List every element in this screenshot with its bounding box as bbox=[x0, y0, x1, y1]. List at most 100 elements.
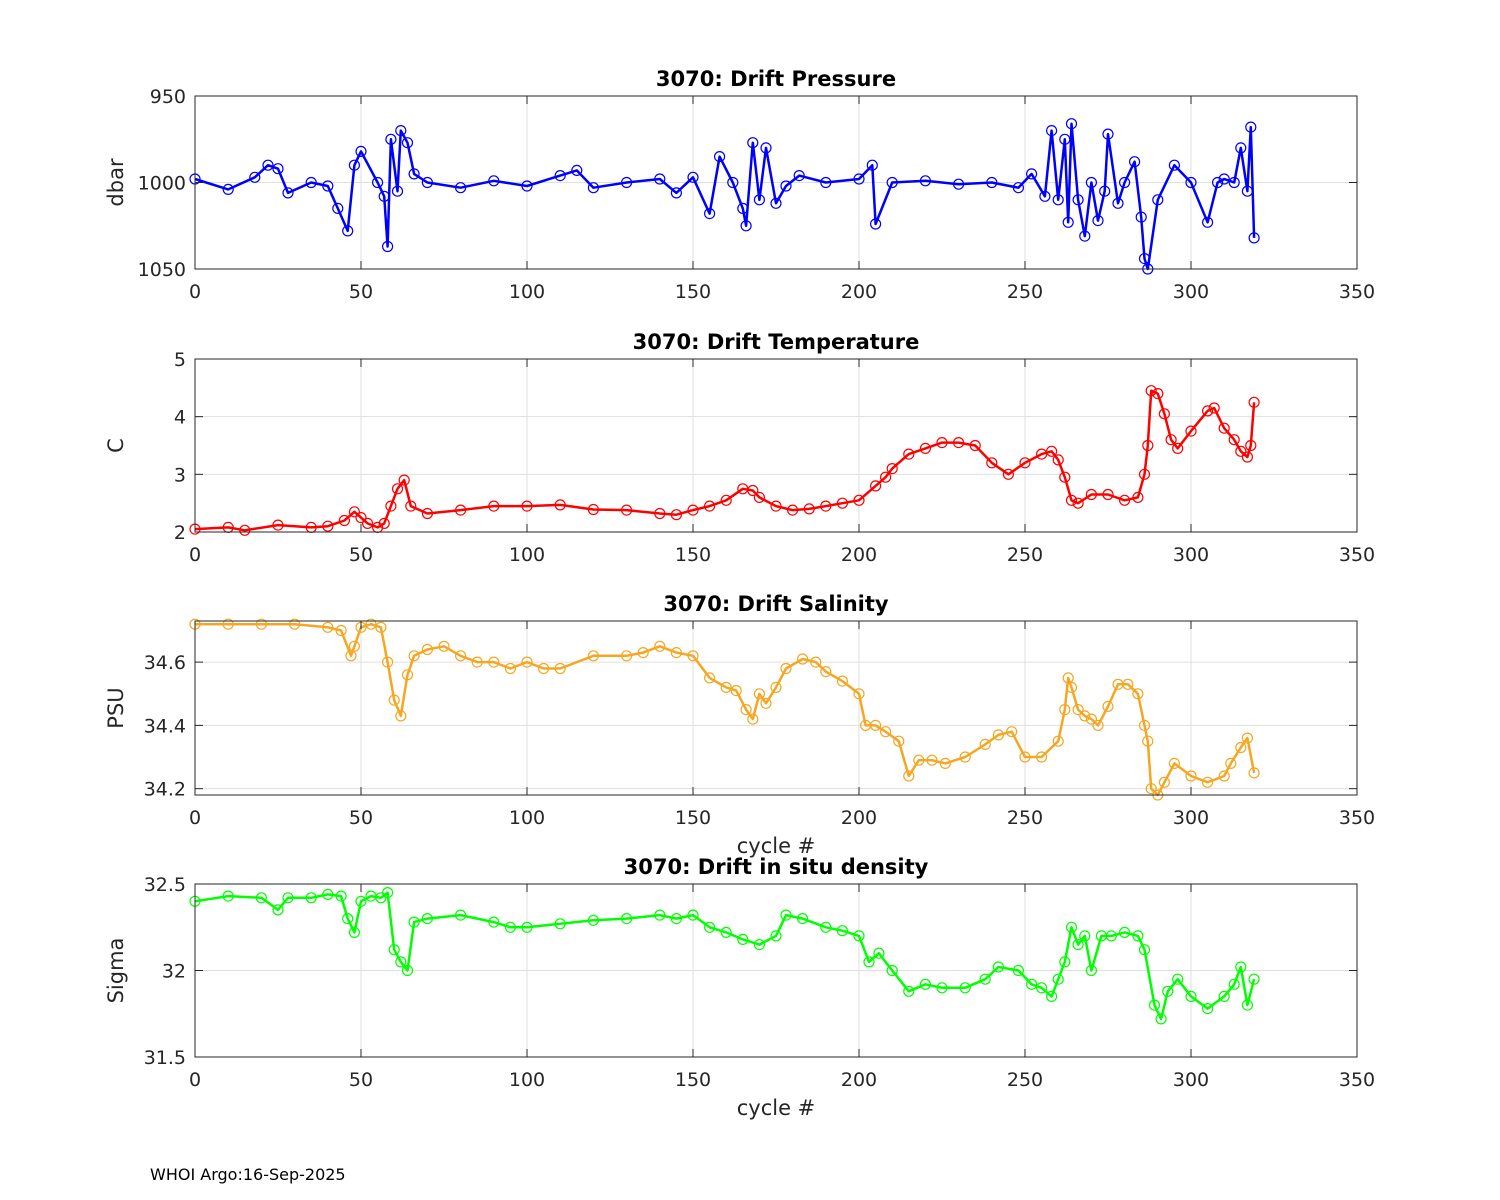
x-tick-label: 100 bbox=[509, 1069, 545, 1091]
data-point bbox=[262, 159, 274, 171]
data-point bbox=[1245, 439, 1257, 452]
data-point bbox=[720, 494, 732, 506]
data-point bbox=[1052, 735, 1064, 747]
data-point bbox=[388, 694, 400, 706]
data-point bbox=[401, 137, 414, 149]
data-point bbox=[737, 933, 749, 946]
data-point bbox=[362, 517, 374, 530]
data-point bbox=[395, 710, 407, 722]
data-point bbox=[1118, 494, 1131, 506]
data-point bbox=[1035, 448, 1048, 460]
data-point bbox=[335, 624, 347, 637]
data-point bbox=[747, 484, 759, 497]
data-point bbox=[1035, 982, 1048, 994]
data-point bbox=[1072, 194, 1084, 206]
y-tick-label: 4 bbox=[174, 407, 186, 429]
y-tick-label: 32 bbox=[162, 961, 186, 983]
x-tick-label: 50 bbox=[349, 281, 373, 303]
y-tick-label: 31.5 bbox=[144, 1047, 186, 1069]
data-point bbox=[654, 909, 666, 921]
data-point bbox=[796, 912, 809, 925]
chart-panel-3: 0 50 100 150 200 250 300 350 34.2 34.4 34.6 3070: D… bbox=[104, 592, 1375, 858]
data-point bbox=[820, 921, 832, 933]
data-point bbox=[770, 500, 782, 512]
data-point bbox=[620, 176, 633, 189]
data-point bbox=[654, 640, 666, 652]
x-tick-label: 150 bbox=[675, 807, 711, 829]
data-point bbox=[886, 463, 898, 475]
x-tick-label: 150 bbox=[675, 281, 711, 303]
data-point bbox=[587, 182, 600, 194]
data-point bbox=[255, 618, 267, 630]
data-point bbox=[1168, 159, 1181, 171]
data-point bbox=[355, 511, 367, 524]
x-tick-label: 100 bbox=[509, 544, 545, 566]
data-point bbox=[703, 672, 716, 684]
data-point bbox=[1079, 930, 1091, 942]
data-point bbox=[455, 650, 467, 662]
data-point bbox=[405, 500, 417, 512]
y-axis-label: dbar bbox=[104, 158, 128, 207]
x-tick-label: 150 bbox=[675, 544, 711, 566]
data-point bbox=[1102, 128, 1114, 140]
data-point bbox=[488, 656, 500, 668]
data-point bbox=[720, 681, 732, 694]
data-point bbox=[1218, 422, 1230, 434]
data-point bbox=[919, 978, 932, 990]
data-point bbox=[305, 176, 317, 189]
data-point bbox=[703, 500, 716, 512]
data-point bbox=[1228, 176, 1240, 189]
data-point bbox=[853, 494, 865, 506]
data-point bbox=[866, 159, 878, 171]
data-point bbox=[869, 218, 882, 230]
data-point bbox=[886, 176, 898, 189]
x-tick-label: 150 bbox=[675, 1069, 711, 1091]
data-point bbox=[1158, 776, 1171, 788]
data-point bbox=[760, 142, 772, 154]
data-point bbox=[740, 703, 752, 716]
data-point bbox=[1039, 190, 1051, 202]
data-point bbox=[1045, 445, 1058, 457]
x-tick-label: 0 bbox=[189, 544, 201, 566]
data-point bbox=[780, 909, 792, 921]
data-point bbox=[365, 618, 377, 630]
data-point bbox=[375, 621, 387, 633]
data-point bbox=[355, 145, 367, 157]
data-point bbox=[820, 176, 832, 189]
data-point bbox=[391, 483, 404, 495]
data-point bbox=[395, 956, 407, 968]
data-point bbox=[348, 640, 360, 652]
data-point bbox=[1105, 930, 1117, 942]
data-point bbox=[338, 514, 350, 527]
data-point bbox=[587, 914, 600, 926]
data-point bbox=[382, 656, 394, 668]
data-point bbox=[1065, 494, 1078, 506]
axes-box bbox=[194, 620, 1358, 796]
data-point bbox=[1218, 173, 1230, 185]
chart-panel-1: 0 50 100 150 200 250 300 350 950 1000 1050 3070: Dr… bbox=[104, 67, 1375, 303]
data-point bbox=[747, 137, 759, 149]
data-point bbox=[1245, 121, 1257, 133]
data-point bbox=[1132, 930, 1144, 942]
data-point bbox=[979, 738, 991, 751]
y-tick-label: 34.4 bbox=[144, 715, 186, 737]
data-point bbox=[1118, 926, 1131, 939]
data-point bbox=[521, 500, 533, 512]
data-point bbox=[504, 662, 516, 675]
data-point bbox=[836, 497, 849, 509]
data-point bbox=[1211, 176, 1224, 189]
data-point bbox=[770, 681, 782, 694]
data-point bbox=[853, 688, 865, 700]
chart-title: 3070: Drift Pressure bbox=[656, 67, 896, 91]
data-point bbox=[222, 890, 234, 902]
data-point bbox=[1225, 757, 1237, 770]
data-point bbox=[1241, 451, 1254, 463]
data-point bbox=[1035, 751, 1048, 763]
data-point bbox=[1138, 468, 1151, 480]
data-point bbox=[737, 202, 749, 214]
data-point bbox=[873, 947, 885, 959]
axes-box bbox=[194, 358, 1358, 533]
data-point bbox=[979, 973, 991, 985]
data-point bbox=[720, 926, 732, 939]
x-axis-label: cycle # bbox=[737, 834, 816, 858]
